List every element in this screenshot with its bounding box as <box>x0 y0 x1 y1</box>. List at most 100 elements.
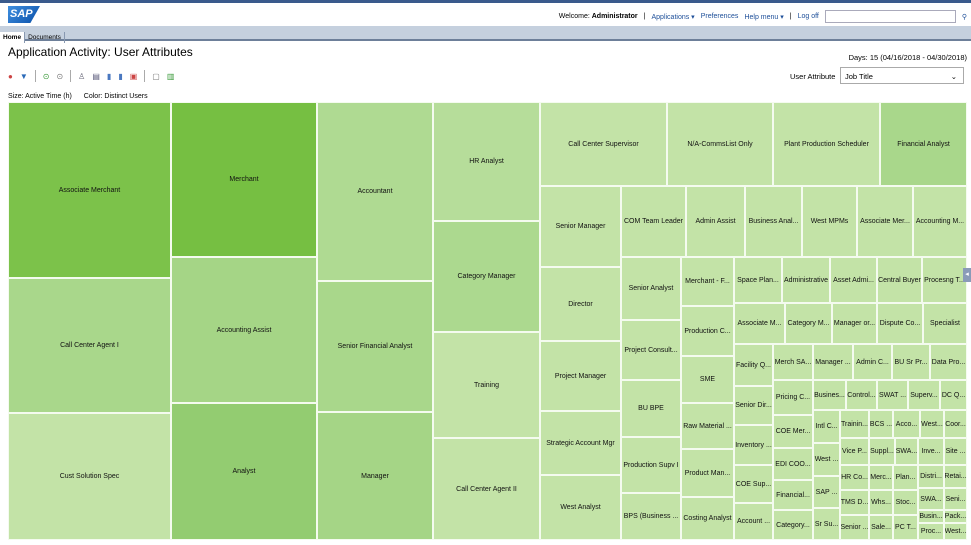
treemap-cell[interactable]: Cust Solution Spec <box>8 413 171 540</box>
treemap-cell[interactable]: Training <box>433 332 540 438</box>
treemap-cell[interactable]: SME <box>681 356 734 403</box>
treemap-cell[interactable]: Account ... <box>734 503 773 540</box>
treemap-cell[interactable]: Retai... <box>944 465 967 488</box>
treemap-cell[interactable]: Facility Q... <box>734 344 773 386</box>
treemap-cell[interactable]: Category Manager <box>433 221 540 332</box>
treemap-cell[interactable]: Space Plan... <box>734 257 782 303</box>
treemap-cell[interactable]: Seni... <box>944 488 967 510</box>
search-input[interactable] <box>824 10 956 23</box>
treemap-cell[interactable]: Merchant <box>171 102 317 257</box>
treemap-cell[interactable]: Whs... <box>869 490 893 515</box>
treemap-cell[interactable]: Acco... <box>893 410 920 438</box>
treemap-cell[interactable]: BU Sr Pr... <box>892 344 930 380</box>
treemap-cell[interactable]: Admin Assist <box>686 186 745 257</box>
chevron-circle-icon[interactable]: ⊙ <box>56 71 64 81</box>
play-icon[interactable]: ⊙ <box>42 71 50 81</box>
treemap-cell[interactable]: Call Center Agent I <box>8 278 171 413</box>
treemap-cell[interactable]: Proc... <box>918 523 944 540</box>
treemap-cell[interactable]: Senior Financial Analyst <box>317 281 433 412</box>
treemap-cell[interactable]: Trainin... <box>840 410 869 438</box>
treemap-cell[interactable]: Busines... <box>813 380 846 410</box>
treemap-cell[interactable]: Plan... <box>893 465 918 490</box>
treemap-cell[interactable]: Intl C... <box>813 410 840 443</box>
treemap-cell[interactable]: COM Team Leader <box>621 186 686 257</box>
treemap-cell[interactable]: EDI COO... <box>773 448 813 480</box>
treemap-cell[interactable]: Plant Production Scheduler <box>773 102 880 186</box>
treemap-cell[interactable]: Control... <box>846 380 877 410</box>
treemap-cell[interactable]: Vice P... <box>840 438 869 465</box>
treemap-cell[interactable]: Asset Admi... <box>830 257 877 303</box>
treemap-cell[interactable]: Strategic Account Mgr <box>540 411 621 475</box>
treemap-cell[interactable]: PC T... <box>893 515 918 540</box>
treemap-cell[interactable]: Admin C... <box>853 344 892 380</box>
help-menu[interactable]: Help menu ▾ <box>744 13 784 21</box>
export-icon[interactable]: ▤ <box>92 71 100 81</box>
treemap-cell[interactable]: Call Center Agent II <box>433 438 540 540</box>
globe-icon[interactable]: ● <box>8 71 13 81</box>
treemap-cell[interactable]: Manager <box>317 412 433 540</box>
treemap-cell[interactable]: Project Manager <box>540 341 621 411</box>
treemap-cell[interactable]: TMS D... <box>840 490 869 515</box>
treemap-cell[interactable]: Administrative <box>782 257 830 303</box>
treemap-cell[interactable]: West Analyst <box>540 475 621 540</box>
search-icon[interactable]: ⚲ <box>961 13 967 21</box>
treemap-cell[interactable]: Accounting M... <box>913 186 967 257</box>
logoff-link[interactable]: Log off <box>797 13 819 20</box>
treemap-cell[interactable]: BPS (Business ... <box>621 493 681 540</box>
treemap-cell[interactable]: HR Analyst <box>433 102 540 221</box>
treemap-cell[interactable]: Accounting Assist <box>171 257 317 403</box>
treemap-cell[interactable]: West... <box>920 410 944 438</box>
treemap-cell[interactable]: Senior Manager <box>540 186 621 267</box>
treemap-cell[interactable]: Senior Dir... <box>734 386 773 425</box>
treemap-cell[interactable]: Dispute Co... <box>877 303 923 344</box>
treemap-cell[interactable]: Manager or... <box>832 303 877 344</box>
user-attribute-select[interactable]: Job Title ⌄ <box>840 67 964 84</box>
bar-chart-icon[interactable]: ▥ <box>166 71 175 81</box>
treemap-cell[interactable]: HR Co... <box>840 465 869 490</box>
treemap-cell[interactable]: SWA... <box>918 488 944 510</box>
treemap-cell[interactable]: Coor... <box>944 410 967 438</box>
treemap-cell[interactable]: Category... <box>773 510 813 540</box>
treemap-cell[interactable]: Costing Analyst <box>681 497 734 540</box>
treemap-cell[interactable]: Production Supv I <box>621 437 681 493</box>
treemap-cell[interactable]: Project Consult... <box>621 320 681 380</box>
treemap-cell[interactable]: BU BPE <box>621 380 681 437</box>
document-icon[interactable]: ▮ <box>118 71 123 81</box>
applications-menu[interactable]: Applications ▾ <box>651 13 695 21</box>
treemap-cell[interactable]: Associate Merchant <box>8 102 171 278</box>
treemap-cell[interactable]: West ... <box>813 443 840 476</box>
treemap-cell[interactable]: Accountant <box>317 102 433 281</box>
treemap-cell[interactable]: COE Mer... <box>773 415 813 448</box>
treemap-cell[interactable]: Pricing C... <box>773 380 813 415</box>
treemap-cell[interactable]: Inventory ... <box>734 425 773 465</box>
treemap-cell[interactable]: Pack... <box>944 510 967 523</box>
copy-icon[interactable]: ▮ <box>106 71 112 81</box>
tab-documents[interactable]: Documents <box>25 32 65 43</box>
treemap-cell[interactable]: Business Anal... <box>745 186 802 257</box>
collapse-panel-button[interactable]: ◂ <box>963 268 971 282</box>
treemap-cell[interactable]: Senior Analyst <box>621 257 681 320</box>
treemap-cell[interactable]: Merchant - F... <box>681 257 734 306</box>
window-icon[interactable]: ▢ <box>152 71 160 81</box>
treemap-cell[interactable]: Call Center Supervisor <box>540 102 667 186</box>
treemap-cell[interactable]: Site ... <box>944 438 967 465</box>
treemap-cell[interactable]: Analyst <box>171 403 317 540</box>
treemap-cell[interactable]: Manager ... <box>813 344 853 380</box>
treemap-cell[interactable]: SAP ... <box>813 476 840 508</box>
treemap-cell[interactable]: West... <box>944 523 967 540</box>
treemap-cell[interactable]: Busin... <box>918 510 944 523</box>
treemap-cell[interactable]: Category M... <box>785 303 832 344</box>
treemap-cell[interactable]: SWA... <box>895 438 918 465</box>
treemap-cell[interactable]: Suppl... <box>869 438 895 465</box>
treemap-cell[interactable]: Inve... <box>918 438 944 465</box>
treemap-cell[interactable]: Data Pro... <box>930 344 967 380</box>
treemap-cell[interactable]: Merch SA... <box>773 344 813 380</box>
treemap-cell[interactable]: Procesng T... <box>922 257 967 303</box>
treemap-cell[interactable]: Merc... <box>869 465 893 490</box>
treemap-cell[interactable]: Associate M... <box>734 303 785 344</box>
users-icon[interactable]: ♙ <box>78 71 86 81</box>
treemap-cell[interactable]: Superv... <box>908 380 940 410</box>
treemap-cell[interactable]: Product Man... <box>681 449 734 497</box>
treemap-cell[interactable]: COE Sup... <box>734 465 773 503</box>
treemap-cell[interactable]: Stoc... <box>893 490 918 515</box>
